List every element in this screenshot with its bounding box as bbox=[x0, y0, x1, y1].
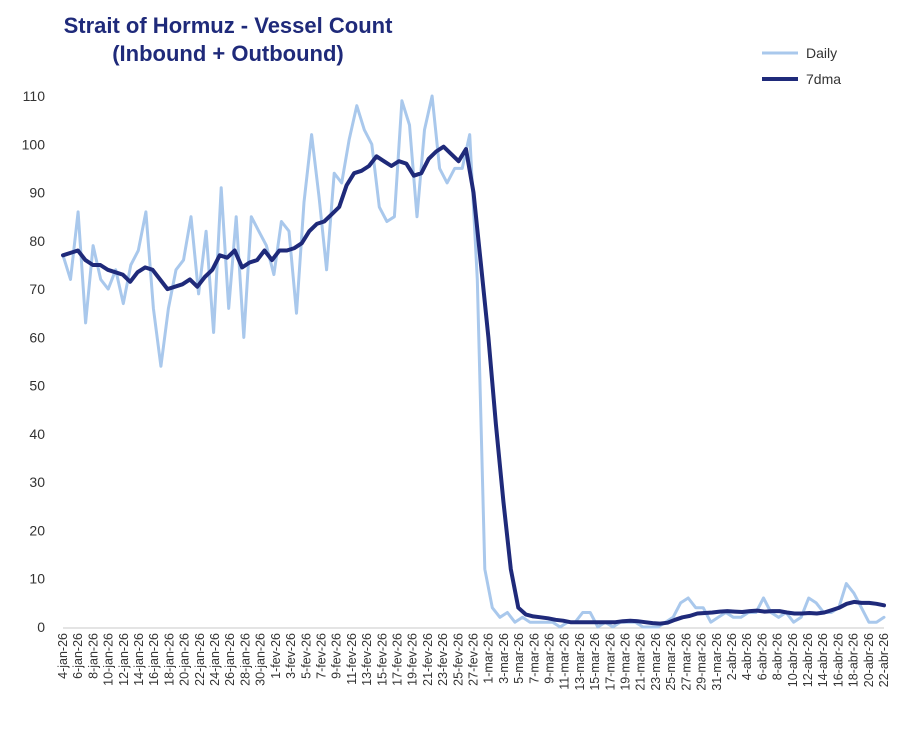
x-tick-label: 14-abr-26 bbox=[816, 633, 830, 687]
y-tick-label: 90 bbox=[29, 185, 45, 201]
x-tick-label: 6-jan-26 bbox=[71, 633, 85, 679]
chart-title: Strait of Hormuz - Vessel Count (Inbound… bbox=[18, 12, 438, 68]
x-tick-label: 20-abr-26 bbox=[862, 633, 876, 687]
x-tick-label: 2-abr-26 bbox=[725, 633, 739, 680]
legend: Daily 7dma bbox=[762, 45, 841, 87]
x-tick-label: 4-abr-26 bbox=[740, 633, 754, 680]
x-tick-label: 7-fev-26 bbox=[314, 633, 328, 679]
x-tick-label: 14-jan-26 bbox=[132, 633, 146, 686]
x-tick-label: 30-jan-26 bbox=[254, 633, 268, 686]
x-tick-label: 13-mar-26 bbox=[573, 633, 587, 691]
y-tick-label: 110 bbox=[23, 88, 46, 104]
x-tick-label: 28-jan-26 bbox=[238, 633, 252, 686]
x-tick-label: 15-fev-26 bbox=[375, 633, 389, 686]
chart-title-line-2: (Inbound + Outbound) bbox=[112, 41, 344, 66]
x-tick-label: 17-fev-26 bbox=[390, 633, 404, 686]
x-tick-label: 20-jan-26 bbox=[178, 633, 192, 686]
x-tick-label: 12-abr-26 bbox=[801, 633, 815, 687]
legend-label: Daily bbox=[806, 45, 837, 61]
x-tick-label: 11-fev-26 bbox=[345, 633, 359, 685]
x-tick-label: 3-fev-26 bbox=[284, 633, 298, 679]
x-tick-label: 29-mar-26 bbox=[695, 633, 709, 691]
x-tick-label: 22-jan-26 bbox=[193, 633, 207, 686]
x-tick-label: 8-jan-26 bbox=[86, 633, 100, 679]
x-tick-label: 23-fev-26 bbox=[436, 633, 450, 686]
x-tick-label: 25-mar-26 bbox=[664, 633, 678, 691]
y-tick-label: 10 bbox=[29, 571, 45, 587]
y-tick-label: 70 bbox=[29, 281, 45, 297]
y-tick-label: 30 bbox=[29, 474, 45, 490]
x-tick-label: 1-mar-26 bbox=[482, 633, 496, 684]
x-tick-label: 8-abr-26 bbox=[771, 633, 785, 680]
x-tick-label: 12-jan-26 bbox=[117, 633, 131, 686]
series-layer bbox=[61, 94, 886, 629]
x-tick-label: 27-mar-26 bbox=[679, 633, 693, 691]
x-tick-label: 7-mar-26 bbox=[527, 633, 541, 684]
x-tick-label: 17-mar-26 bbox=[603, 633, 617, 691]
x-tick-label: 9-mar-26 bbox=[543, 633, 557, 684]
x-tick-label: 15-mar-26 bbox=[588, 633, 602, 691]
y-tick-label: 80 bbox=[29, 233, 45, 249]
x-tick-label: 21-mar-26 bbox=[634, 633, 648, 691]
x-tick-label: 22-abr-26 bbox=[877, 633, 891, 687]
x-tick-label: 18-abr-26 bbox=[847, 633, 861, 687]
x-tick-label: 16-jan-26 bbox=[147, 633, 161, 686]
y-tick-label: 60 bbox=[29, 329, 45, 345]
x-tick-label: 26-jan-26 bbox=[223, 633, 237, 686]
x-tick-label: 23-mar-26 bbox=[649, 633, 663, 691]
x-tick-label: 3-mar-26 bbox=[497, 633, 511, 684]
x-tick-label: 5-fev-26 bbox=[299, 633, 313, 679]
x-tick-label: 6-abr-26 bbox=[755, 633, 769, 680]
x-tick-label: 10-abr-26 bbox=[786, 633, 800, 687]
y-tick-label: 0 bbox=[37, 619, 45, 635]
x-tick-label: 31-mar-26 bbox=[710, 633, 724, 691]
x-tick-label: 1-fev-26 bbox=[269, 633, 283, 679]
y-tick-label: 40 bbox=[29, 426, 45, 442]
y-axis: 0 10 20 30 40 50 60 70 80 90 100 110 bbox=[22, 88, 46, 635]
x-tick-label: 5-mar-26 bbox=[512, 633, 526, 684]
x-tick-label: 11-mar-26 bbox=[558, 633, 572, 690]
y-tick-label: 20 bbox=[29, 522, 45, 538]
series-line-daily bbox=[61, 94, 886, 629]
chart-title-line-1: Strait of Hormuz - Vessel Count bbox=[63, 13, 393, 38]
x-axis: 4-jan-26 6-jan-26 8-jan-26 10-jan-26 12-jan-… bbox=[56, 627, 891, 691]
y-tick-label: 100 bbox=[22, 136, 46, 152]
x-tick-label: 21-fev-26 bbox=[421, 633, 435, 686]
series-line-7dma bbox=[61, 144, 886, 626]
x-tick-label: 19-fev-26 bbox=[406, 633, 420, 686]
x-tick-label: 24-jan-26 bbox=[208, 633, 222, 686]
x-tick-label: 10-jan-26 bbox=[102, 633, 116, 686]
y-tick-label: 50 bbox=[29, 378, 45, 394]
x-tick-label: 27-fev-26 bbox=[467, 633, 481, 686]
x-tick-label: 25-fev-26 bbox=[451, 633, 465, 686]
legend-label: 7dma bbox=[806, 71, 841, 87]
x-tick-label: 16-abr-26 bbox=[831, 633, 845, 687]
x-tick-label: 9-fev-26 bbox=[330, 633, 344, 679]
x-tick-label: 19-mar-26 bbox=[619, 633, 633, 691]
x-tick-label: 18-jan-26 bbox=[162, 633, 176, 686]
x-tick-label: 13-fev-26 bbox=[360, 633, 374, 686]
x-tick-label: 4-jan-26 bbox=[56, 633, 70, 679]
